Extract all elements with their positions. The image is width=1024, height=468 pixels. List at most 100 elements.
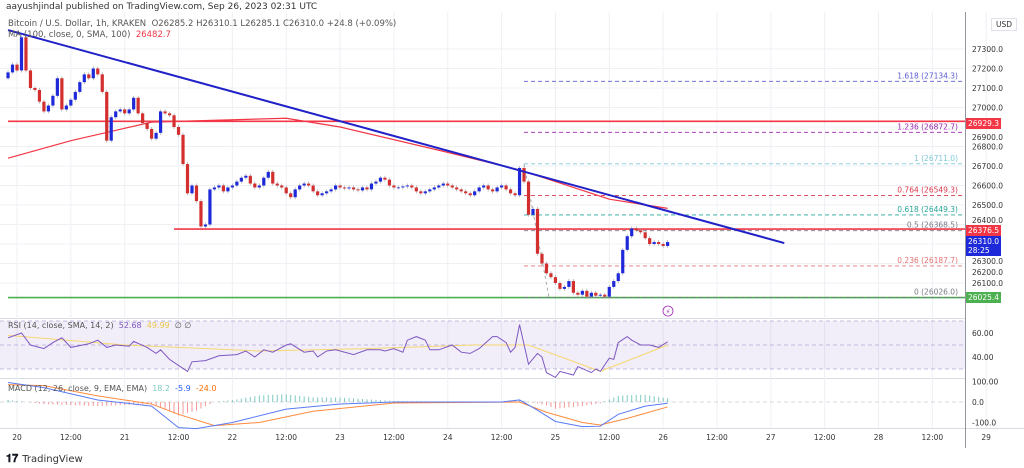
- macd-signal-value: -24.0: [195, 384, 217, 393]
- candle: [446, 183, 450, 186]
- time-tick-label: 12:00: [60, 433, 82, 442]
- candle: [657, 242, 661, 245]
- candle: [298, 185, 302, 190]
- candle: [351, 187, 356, 190]
- candle: [428, 189, 432, 192]
- macd-label[interactable]: MACD (12, 26, close, 9, EMA, EMA): [8, 384, 148, 393]
- candle: [450, 185, 454, 188]
- rsi-label[interactable]: RSI (14, close, SMA, 14, 2): [8, 321, 114, 330]
- candle: [594, 292, 598, 296]
- candle: [212, 187, 217, 190]
- macd-tick-label: -100.0: [972, 419, 996, 428]
- fib-level-label: 0 (26026.0): [914, 287, 958, 296]
- last-price: 26310.0: [968, 237, 1000, 246]
- candle: [612, 281, 616, 287]
- rsi-sma-line: [7, 334, 668, 372]
- candle: [284, 187, 288, 194]
- candle: [42, 101, 46, 112]
- candle: [158, 111, 163, 133]
- price-tick-label: 26200.0: [972, 268, 1003, 277]
- candle: [275, 183, 279, 186]
- fib-level-label: 1.618 (27134.3): [897, 71, 958, 80]
- candle: [392, 185, 396, 188]
- candle: [24, 37, 28, 71]
- candle: [181, 134, 185, 165]
- symbol-name[interactable]: Bitcoin / U.S. Dollar, 1h, KRAKEN: [8, 19, 147, 29]
- candle: [51, 95, 55, 106]
- candle: [491, 189, 495, 192]
- price-tick-label: 26300.0: [972, 257, 1003, 266]
- candle: [55, 78, 59, 96]
- macd-legend: MACD (12, 26, close, 9, EMA, EMA) 18.2 -…: [8, 384, 217, 393]
- ma-label[interactable]: MA (100, close, 0, SMA, 100): [8, 30, 131, 40]
- candle: [266, 171, 270, 178]
- candle: [473, 191, 477, 196]
- candle: [369, 183, 374, 190]
- rsi-value: 52.68: [118, 321, 142, 330]
- candle: [307, 183, 311, 186]
- time-tick-label: 26: [658, 433, 668, 442]
- candle: [508, 189, 513, 194]
- bar-countdown: 28:25: [968, 246, 990, 255]
- candle: [437, 185, 441, 188]
- fib-level-label: 1 (26711.0): [914, 154, 958, 163]
- price-tick-label: 27100.0: [972, 84, 1003, 93]
- time-tick-label: 24: [443, 433, 453, 442]
- time-tick-label: 12:00: [275, 433, 297, 442]
- candle: [69, 99, 73, 106]
- ohlc-values: O26285.2 H26310.1 L26285.1 C26310.0 +24.…: [151, 19, 397, 29]
- candle: [544, 263, 549, 274]
- time-tick-label: 27: [766, 433, 776, 442]
- price-tick-label: 27000.0: [972, 104, 1003, 113]
- candle: [338, 185, 342, 188]
- candle: [630, 228, 634, 237]
- candle: [6, 72, 10, 79]
- candle: [329, 189, 333, 192]
- candle: [459, 189, 463, 192]
- ma-value: 26482.7: [135, 30, 171, 40]
- candle: [60, 78, 64, 110]
- candle: [244, 175, 248, 178]
- candle: [73, 91, 77, 100]
- candle: [643, 232, 647, 239]
- candle: [302, 183, 306, 186]
- candle: [253, 183, 257, 188]
- candle: [383, 177, 387, 180]
- candle: [477, 187, 481, 192]
- candle: [316, 191, 320, 196]
- candle: [558, 283, 562, 289]
- candle: [378, 177, 383, 182]
- macd-tick-label: 0.0: [972, 398, 984, 407]
- price-axis-border: [965, 12, 966, 448]
- candle: [356, 189, 360, 191]
- currency-label[interactable]: USD: [991, 18, 1018, 31]
- candle: [495, 187, 499, 192]
- tradingview-logo-icon: 𝟏𝟕: [6, 452, 19, 465]
- candle: [526, 181, 531, 215]
- candle: [280, 185, 284, 188]
- candle: [648, 238, 652, 245]
- candle: [320, 193, 324, 196]
- candle: [540, 253, 544, 264]
- macd-hist-value: 18.2: [152, 384, 171, 393]
- candle: [37, 89, 42, 102]
- candle: [576, 292, 580, 295]
- price-badge-green: 26025.4: [966, 292, 1002, 303]
- candle: [190, 185, 194, 194]
- candle: [455, 187, 459, 190]
- candle: [226, 187, 230, 192]
- candle: [221, 185, 226, 192]
- candle: [262, 177, 266, 186]
- candle: [172, 115, 176, 128]
- candle: [141, 113, 145, 124]
- candle: [401, 186, 405, 188]
- price-tick-label: 26100.0: [972, 279, 1003, 288]
- rsi-sma-value: 49.99: [146, 321, 170, 330]
- candle: [132, 97, 136, 110]
- candle: [342, 187, 347, 189]
- candle: [666, 242, 670, 246]
- candle: [365, 187, 369, 190]
- rsi-extra: ∅ ∅: [174, 321, 192, 330]
- price-tick-label: 26900.0: [972, 133, 1003, 142]
